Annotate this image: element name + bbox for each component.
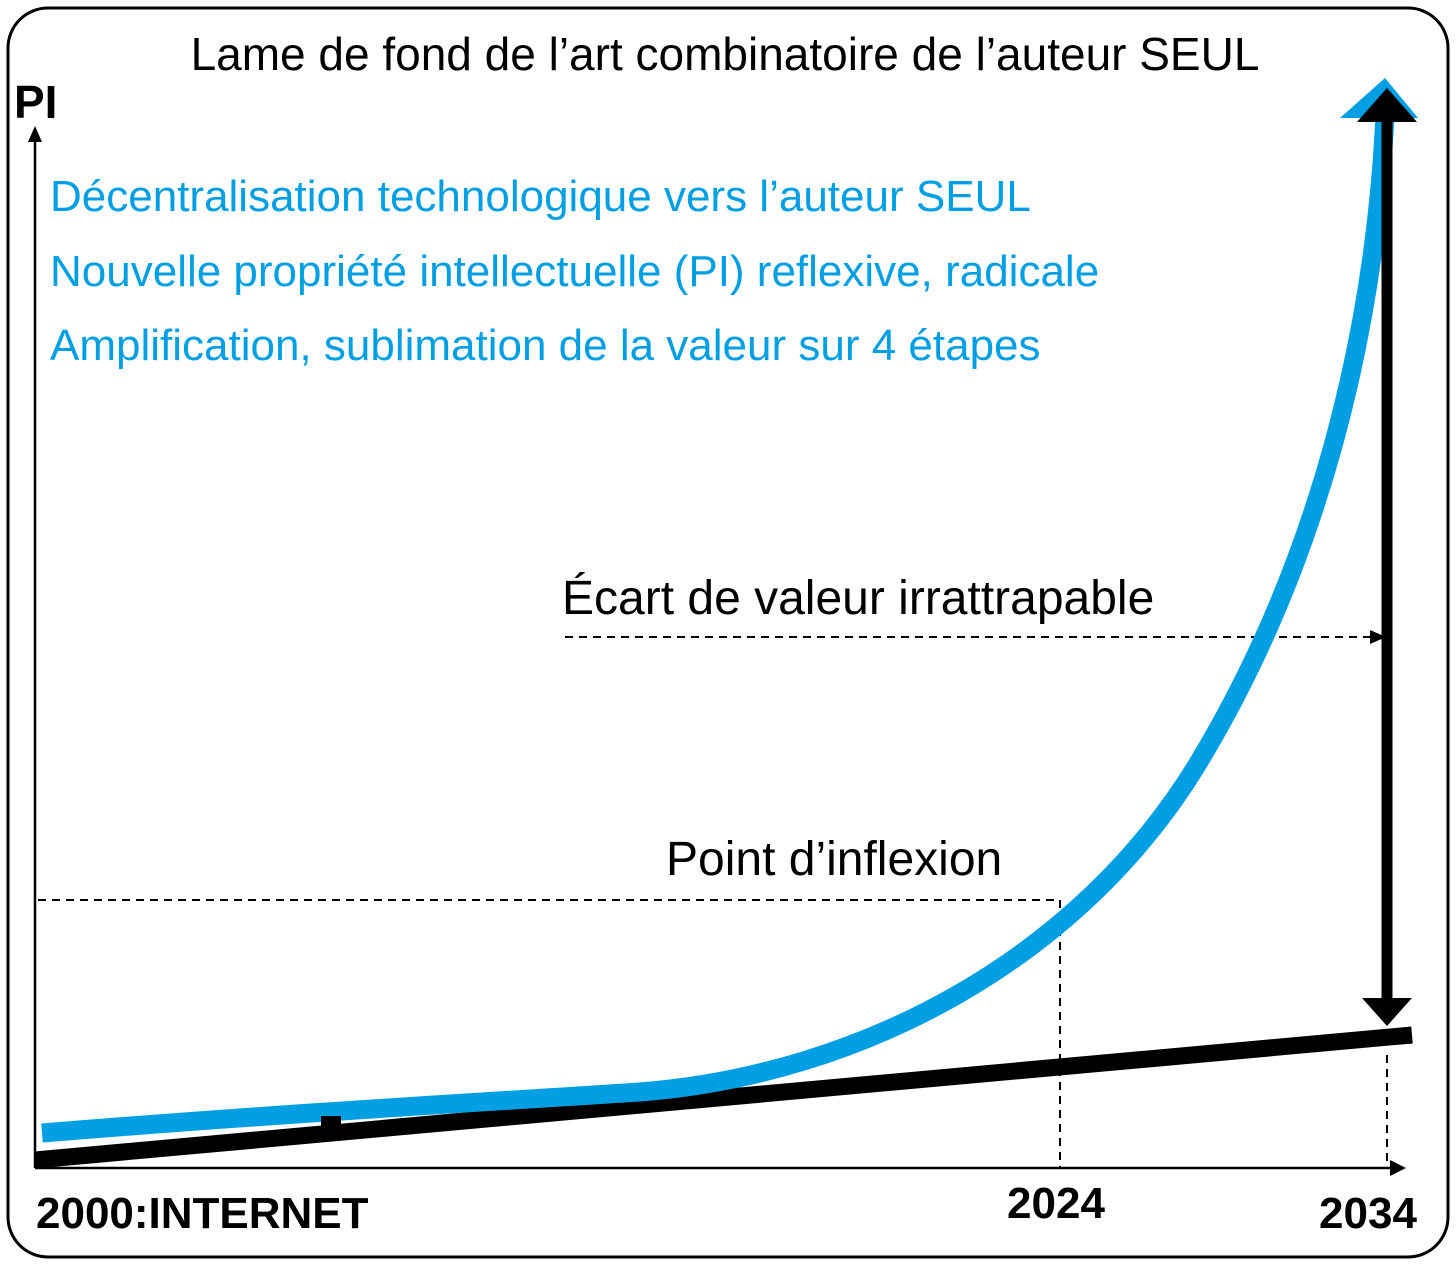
y-axis-label: PI xyxy=(14,76,57,128)
x-axis-arrowhead xyxy=(1390,1160,1406,1176)
gap-annotation: Écart de valeur irrattrapable xyxy=(562,572,1154,625)
x-label-start: 2000:INTERNET xyxy=(36,1189,369,1238)
y-axis-arrowhead xyxy=(28,126,42,142)
blue-line-nouvelle-pi: Nouvelle propriété intellectuelle (PI) r… xyxy=(50,247,1099,296)
outer-frame xyxy=(6,6,1450,1259)
x-label-2024: 2024 xyxy=(1007,1179,1105,1228)
gap-double-arrow-bottom-head xyxy=(1362,998,1412,1026)
inflexion-annotation: Point d’inflexion xyxy=(666,833,1002,886)
blue-line-decentralisation: Décentralisation technologique vers l’au… xyxy=(50,172,1031,221)
gap-double-arrow-top-head xyxy=(1357,88,1417,122)
diagram-title: Lame de fond de l’art combinatoire de l’… xyxy=(191,28,1260,80)
x-label-2034: 2034 xyxy=(1319,1189,1417,1238)
gap-pointer-arrowhead xyxy=(1370,630,1386,644)
baseline-tick xyxy=(321,1116,341,1126)
exponential-curve xyxy=(41,114,1395,1143)
baseline-trend xyxy=(34,1026,1413,1169)
blue-line-amplification: Amplification, sublimation de la valeur … xyxy=(50,321,1041,370)
